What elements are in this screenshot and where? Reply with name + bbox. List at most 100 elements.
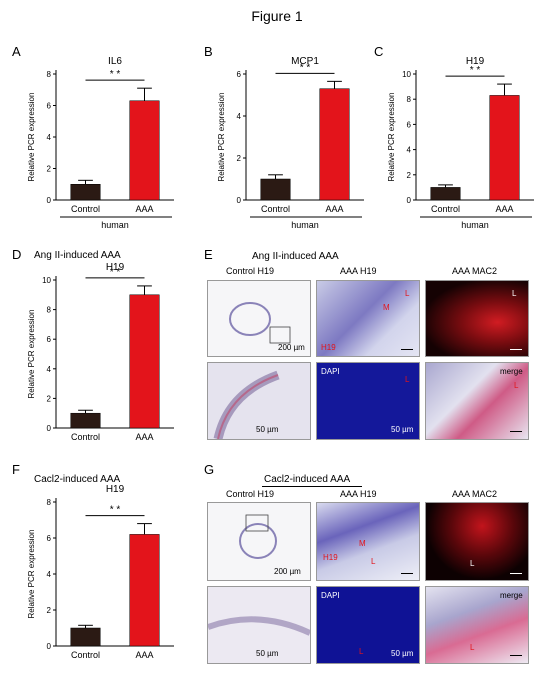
chart-f-ylabel: Relative PCR expression — [27, 530, 36, 619]
chart-a-category-label: Control — [71, 204, 100, 214]
panel-label-e: E — [204, 247, 213, 262]
chart-a-ylabel: Relative PCR expression — [27, 93, 36, 182]
chart-a-significance-label: * * — [110, 69, 121, 80]
panel-e-label-l: L — [405, 289, 410, 298]
panel-e-scale-label-bottom: 50 µm — [256, 425, 279, 434]
panel-g-label-m: M — [359, 539, 366, 548]
chart-b-category-label: Control — [261, 204, 290, 214]
panel-label-a: A — [12, 44, 21, 59]
panel-label-d: D — [12, 247, 22, 262]
panel-e-control-h19-overview: 200 µm — [207, 280, 311, 357]
chart-c-ytick-label: 2 — [407, 171, 412, 180]
chart-c-ytick-label: 10 — [402, 70, 411, 79]
chart-a-ytick-label: 6 — [47, 102, 52, 111]
panel-label-c: C — [374, 44, 384, 59]
chart-d-ytick-label: 6 — [47, 335, 52, 344]
chart-d-h19: H19 0 2 4 6 8 10 Relative PCR expression Control… — [27, 262, 174, 442]
chart-d-ytick-label: 10 — [42, 276, 51, 285]
panel-e-heading: Ang II-induced AAA — [252, 251, 339, 262]
chart-c-bar-control — [430, 187, 461, 201]
chart-c-significance-label: * * — [470, 65, 481, 76]
chart-f-bar-aaa — [129, 534, 160, 647]
chart-a-bar-control — [70, 184, 101, 201]
panel-e-dapi-scale-label: 50 µm — [391, 425, 414, 434]
chart-f-ytick-label: 6 — [47, 534, 52, 543]
panel-f-heading: Cacl2-induced AAA — [34, 474, 121, 485]
panel-g-dapi-image: DAPI L 50 µm — [316, 586, 420, 664]
panel-g-dapi-label-l: L — [359, 647, 364, 656]
panel-e-dapi-image: DAPI L 50 µm — [316, 362, 420, 440]
panel-g-label-l: L — [371, 557, 376, 566]
panel-label-g: G — [204, 462, 215, 477]
panel-g-merge-label: merge — [500, 591, 523, 600]
chart-c-group-label: human — [461, 220, 489, 230]
chart-b-bar-aaa — [319, 88, 350, 201]
chart-b-group-label: human — [291, 220, 319, 230]
panel-g-col-label-aaa-h19: AAA H19 — [340, 489, 377, 499]
panel-g-aaa-mac2-image: L — [425, 502, 529, 581]
panel-e-dapi-label-l: L — [405, 375, 410, 384]
chart-c-ylabel: Relative PCR expression — [387, 93, 396, 182]
chart-c-h19: H19 0 2 4 6 8 10 Relative PCR expression Control… — [387, 56, 534, 230]
chart-d-significance-label: * * — [110, 267, 121, 278]
chart-c-ytick-label: 4 — [407, 146, 412, 155]
chart-b-bar-control — [260, 178, 291, 201]
chart-a-ytick-label: 8 — [47, 70, 52, 79]
chart-c-ytick-label: 6 — [407, 120, 412, 129]
chart-f-category-label: AAA — [135, 650, 153, 660]
figure-title: Figure 1 — [251, 8, 303, 24]
chart-b-ytick-label: 0 — [237, 196, 242, 205]
chart-f-ytick-label: 8 — [47, 498, 52, 507]
chart-c-category-label: Control — [431, 204, 460, 214]
panel-e-merge-image: merge L — [425, 362, 529, 440]
panel-g-dapi-scale-label: 50 µm — [391, 649, 414, 658]
panel-e-control-h19-zoom: 50 µm — [207, 362, 311, 440]
panel-e-col-label-aaa-h19: AAA H19 — [340, 266, 377, 276]
chart-d-ytick-label: 0 — [47, 424, 52, 433]
chart-a-ytick-label: 4 — [47, 133, 52, 142]
chart-d-category-label: AAA — [135, 432, 153, 442]
panel-e-label-h19: H19 — [321, 343, 336, 352]
panel-e-merge-label-l: L — [514, 381, 519, 390]
chart-f-title: H19 — [106, 484, 125, 495]
panel-g-heading: Cacl2-induced AAA — [264, 474, 351, 485]
chart-d-ytick-label: 2 — [47, 394, 52, 403]
panel-d-heading: Ang II-induced AAA — [34, 250, 121, 261]
chart-b-ytick-label: 4 — [237, 112, 242, 121]
chart-b-category-label: AAA — [325, 204, 343, 214]
chart-b-ytick-label: 2 — [237, 154, 242, 163]
chart-b-ylabel: Relative PCR expression — [217, 93, 226, 182]
panel-g-mac2-label-l: L — [470, 559, 475, 568]
panel-g-control-h19-overview: 200 µm — [207, 502, 311, 581]
chart-d-ytick-label: 4 — [47, 365, 52, 374]
chart-d-bar-aaa — [129, 294, 160, 429]
panel-label-b: B — [204, 44, 213, 59]
panel-g-aaa-h19-image: M H19 L — [316, 502, 420, 581]
chart-b-ytick-label: 6 — [237, 70, 242, 79]
chart-a-ytick-label: 0 — [47, 196, 52, 205]
panel-e-merge-label: merge — [500, 367, 523, 376]
chart-f-ytick-label: 4 — [47, 570, 52, 579]
chart-f-significance-label: * * — [110, 505, 121, 516]
panel-e-scale-label-top: 200 µm — [278, 343, 305, 352]
panel-g-col-label-aaa-mac2: AAA MAC2 — [452, 489, 498, 499]
panel-e-mac2-label-l: L — [512, 289, 517, 298]
panel-e-col-label-aaa-mac2: AAA MAC2 — [452, 266, 498, 276]
panel-e-col-label-control: Control H19 — [226, 266, 275, 276]
panel-g-merge-label-l: L — [470, 643, 475, 652]
chart-a-title: IL6 — [108, 56, 122, 67]
panel-e-label-m: M — [383, 303, 390, 312]
panel-e-aaa-h19-image: M L H19 — [316, 280, 420, 357]
panel-g-dapi-label: DAPI — [321, 591, 340, 600]
chart-f-h19: H19 0 2 4 6 8 Relative PCR expression Control AA… — [27, 484, 174, 660]
panel-g-col-label-control: Control H19 — [226, 489, 275, 499]
panel-e-dapi-label: DAPI — [321, 367, 340, 376]
chart-c-category-label: AAA — [495, 204, 513, 214]
chart-c-ytick-label: 0 — [407, 196, 412, 205]
chart-f-bar-control — [70, 627, 101, 647]
panel-g-heading-underline — [262, 486, 362, 487]
chart-d-category-label: Control — [71, 432, 100, 442]
chart-c-title: H19 — [466, 56, 485, 67]
chart-b-mcp1: MCP1 0 2 4 6 Relative PCR expression Control AA… — [217, 56, 364, 230]
panel-label-f: F — [12, 462, 20, 477]
